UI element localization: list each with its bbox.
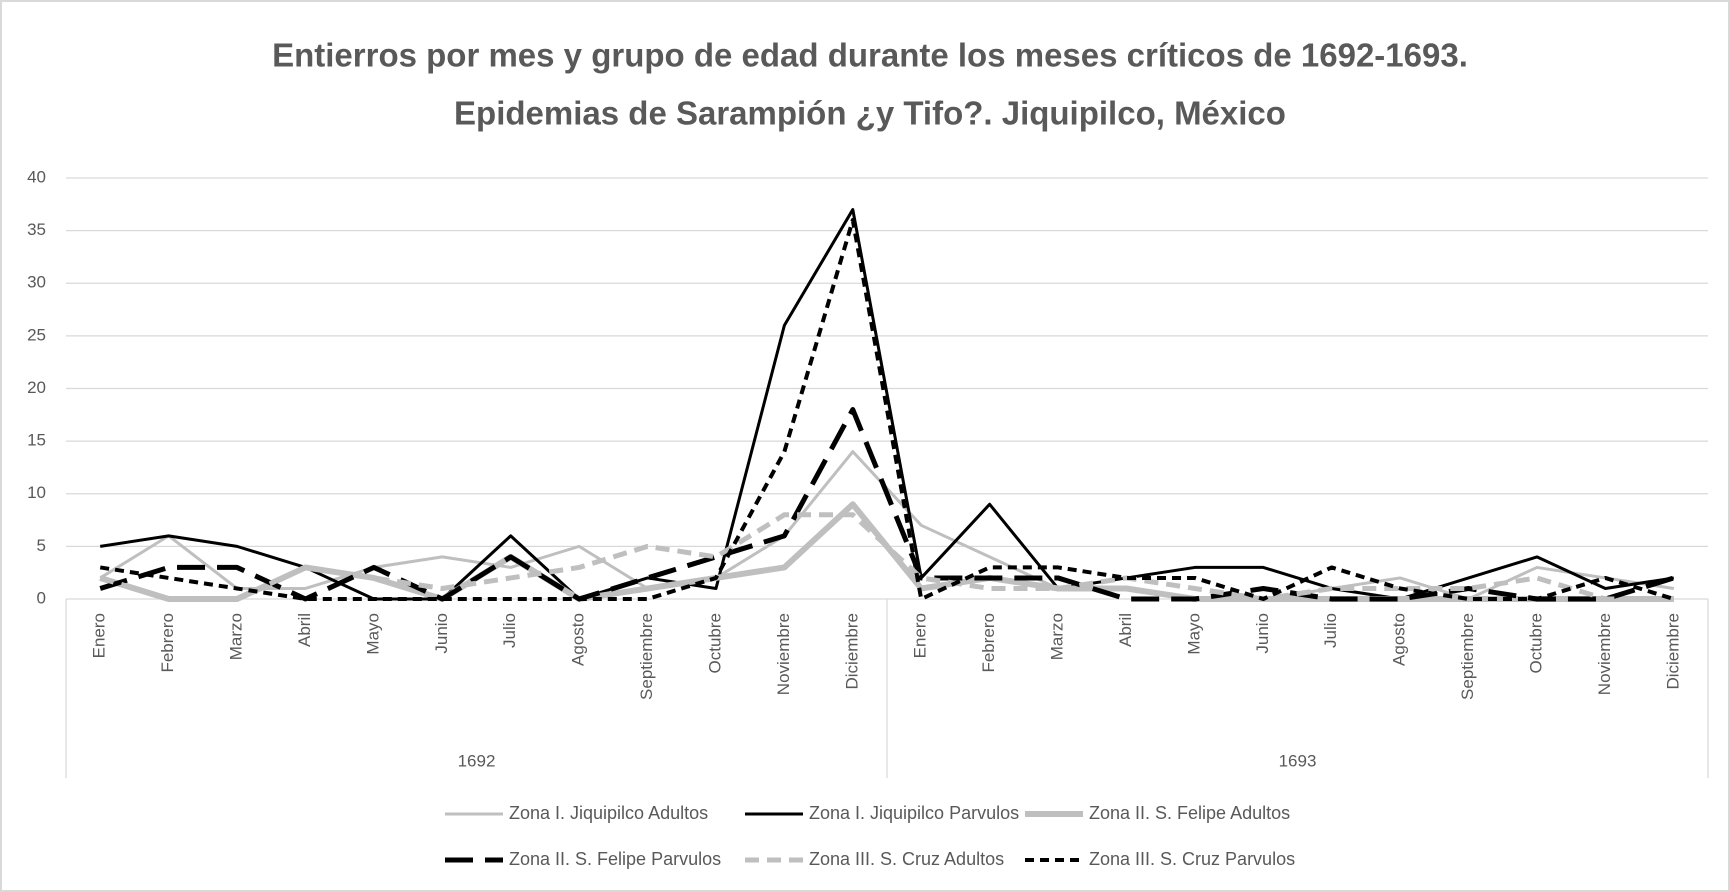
- legend-label: Zona III. S. Cruz Adultos: [809, 849, 1004, 869]
- y-tick-label: 40: [27, 167, 46, 186]
- x-tick-label: Marzo: [1048, 613, 1067, 660]
- x-tick-label: Octubre: [705, 613, 724, 673]
- legend-label: Zona II. S. Felipe Parvulos: [509, 849, 721, 869]
- x-tick-label: Febrero: [158, 613, 177, 673]
- chart-title: Epidemias de Sarampión ¿y Tifo?. Jiquipi…: [454, 95, 1286, 132]
- group-label: 1692: [458, 751, 496, 770]
- x-tick-label: Diciembre: [842, 613, 861, 690]
- x-tick-label: Junio: [1253, 613, 1272, 654]
- y-tick-label: 35: [27, 220, 46, 239]
- legend-label: Zona I. Jiquipilco Parvulos: [809, 803, 1019, 823]
- legend-label: Zona III. S. Cruz Parvulos: [1089, 849, 1295, 869]
- x-tick-label: Abril: [1116, 613, 1135, 647]
- chart-title: Entierros por mes y grupo de edad durant…: [272, 37, 1468, 74]
- x-tick-label: Diciembre: [1663, 613, 1682, 690]
- x-tick-label: Junio: [432, 613, 451, 654]
- series-line: [99, 407, 1675, 602]
- x-tick-label: Noviembre: [1595, 613, 1614, 695]
- y-tick-label: 0: [37, 588, 46, 607]
- y-tick-label: 20: [27, 378, 46, 397]
- x-tick-label: Agosto: [1390, 613, 1409, 666]
- x-tick-label: Agosto: [569, 613, 588, 666]
- x-tick-label: Octubre: [1526, 613, 1545, 673]
- x-tick-label: Noviembre: [774, 613, 793, 695]
- x-tick-label: Enero: [90, 613, 109, 658]
- x-tick-label: Abril: [295, 613, 314, 647]
- y-tick-label: 10: [27, 483, 46, 502]
- y-tick-label: 30: [27, 273, 46, 292]
- legend-label: Zona I. Jiquipilco Adultos: [509, 803, 708, 823]
- x-tick-label: Julio: [500, 613, 519, 648]
- x-tick-label: Febrero: [979, 613, 998, 673]
- x-tick-label: Julio: [1321, 613, 1340, 648]
- y-tick-label: 15: [27, 431, 46, 450]
- group-label: 1693: [1279, 751, 1317, 770]
- x-tick-label: Enero: [911, 613, 930, 658]
- x-tick-label: Septiembre: [1458, 613, 1477, 700]
- y-tick-label: 25: [27, 325, 46, 344]
- x-tick-label: Mayo: [363, 613, 382, 655]
- series-line: [99, 512, 1674, 602]
- legend-label: Zona II. S. Felipe Adultos: [1089, 803, 1290, 823]
- x-tick-label: Mayo: [1184, 613, 1203, 655]
- x-tick-label: Septiembre: [637, 613, 656, 700]
- x-tick-label: Marzo: [227, 613, 246, 660]
- y-tick-label: 5: [37, 536, 46, 555]
